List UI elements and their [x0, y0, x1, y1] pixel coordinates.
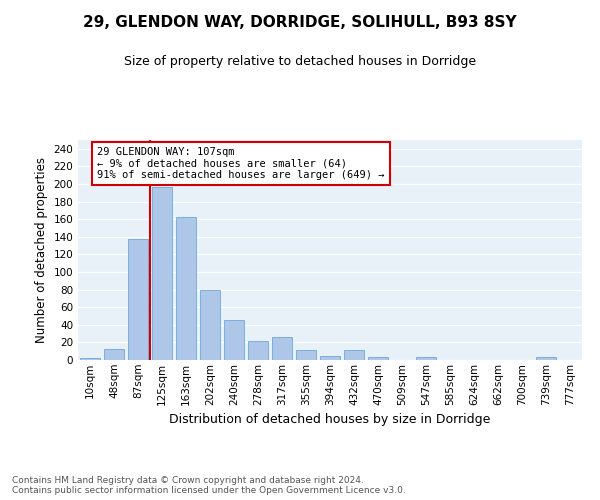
Bar	[368, 358, 388, 360]
Bar	[272, 337, 292, 360]
Bar	[344, 350, 364, 360]
Bar	[536, 358, 556, 360]
Bar	[224, 320, 244, 360]
Bar	[176, 216, 196, 360]
Bar	[128, 240, 148, 360]
X-axis label: Distribution of detached houses by size in Dorridge: Distribution of detached houses by size …	[169, 413, 491, 426]
Bar	[80, 358, 100, 360]
Bar	[104, 348, 124, 360]
Bar	[152, 186, 172, 360]
Y-axis label: Number of detached properties: Number of detached properties	[35, 157, 48, 343]
Bar	[320, 356, 340, 360]
Bar	[296, 350, 316, 360]
Bar	[200, 290, 220, 360]
Text: Contains HM Land Registry data © Crown copyright and database right 2024.
Contai: Contains HM Land Registry data © Crown c…	[12, 476, 406, 495]
Text: 29 GLENDON WAY: 107sqm
← 9% of detached houses are smaller (64)
91% of semi-deta: 29 GLENDON WAY: 107sqm ← 9% of detached …	[97, 147, 385, 180]
Text: Size of property relative to detached houses in Dorridge: Size of property relative to detached ho…	[124, 55, 476, 68]
Bar	[248, 340, 268, 360]
Text: 29, GLENDON WAY, DORRIDGE, SOLIHULL, B93 8SY: 29, GLENDON WAY, DORRIDGE, SOLIHULL, B93…	[83, 15, 517, 30]
Bar	[416, 358, 436, 360]
